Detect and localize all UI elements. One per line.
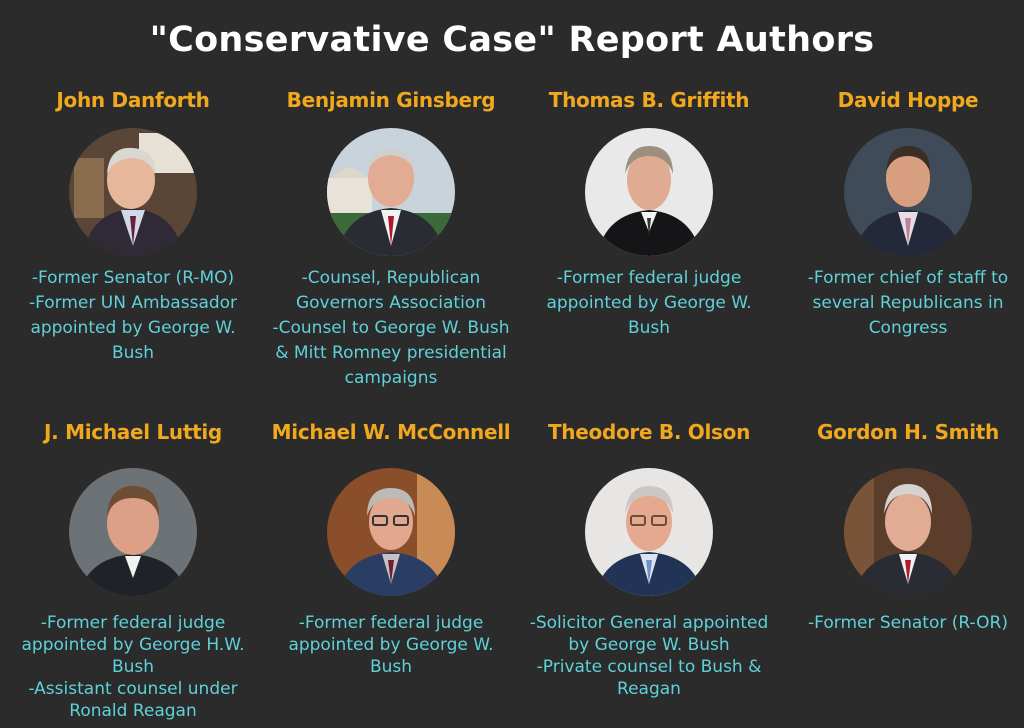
author-name: J. Michael Luttig [44,420,222,444]
author-card-ginsberg: Benjamin Ginsberg -Counsel, Republican G… [263,88,519,391]
author-name: David Hoppe [837,88,979,112]
author-card-griffith: Thomas B. Griffith -Former federal judge… [521,88,777,341]
author-description: -Former Senator (R-OR) [808,613,1008,633]
portrait-photo [585,128,713,256]
author-name: Michael W. McConnell [271,420,511,444]
author-description: -Solicitor General appointed by George W… [529,613,769,699]
portrait-photo [327,128,455,256]
author-description: -Former federal judge appointed by Georg… [546,268,752,338]
author-name: Thomas B. Griffith [548,88,750,112]
author-description: -Former federal judge appointed by Georg… [288,613,494,677]
portrait-photo [844,468,972,596]
author-card-danforth: John Danforth -Former Senator (R-MO) -Fo… [5,88,261,366]
author-card-smith: Gordon H. Smith -Former Senator (R-OR) [780,420,1024,634]
author-card-olson: Theodore B. Olson -Solicitor General app… [521,420,777,700]
author-name: Theodore B. Olson [547,420,751,444]
portrait-photo [585,468,713,596]
author-name: Benjamin Ginsberg [286,88,496,112]
portrait-photo [327,468,455,596]
page-title: "Conservative Case" Report Authors [149,20,875,60]
author-name: John Danforth [56,88,210,112]
portrait-photo [844,128,972,256]
author-description: -Counsel, Republican Governors Associati… [272,268,510,388]
author-card-luttig: J. Michael Luttig -Former federal judge … [5,420,261,722]
author-card-hoppe: David Hoppe -Former chief of staff to se… [780,88,1024,341]
portrait-photo [69,128,197,256]
author-card-mcconnell: Michael W. McConnell -Former federal jud… [263,420,519,678]
author-description: -Former chief of staff to several Republ… [807,268,1009,338]
author-name: Gordon H. Smith [817,420,999,444]
portrait-photo [69,468,197,596]
author-description: -Former federal judge appointed by Georg… [21,613,245,721]
author-description: -Former Senator (R-MO) -Former UN Ambass… [28,268,238,363]
